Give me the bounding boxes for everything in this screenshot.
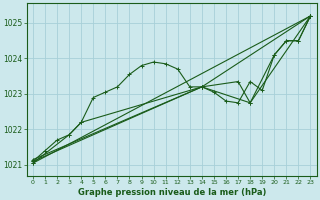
X-axis label: Graphe pression niveau de la mer (hPa): Graphe pression niveau de la mer (hPa) bbox=[77, 188, 266, 197]
